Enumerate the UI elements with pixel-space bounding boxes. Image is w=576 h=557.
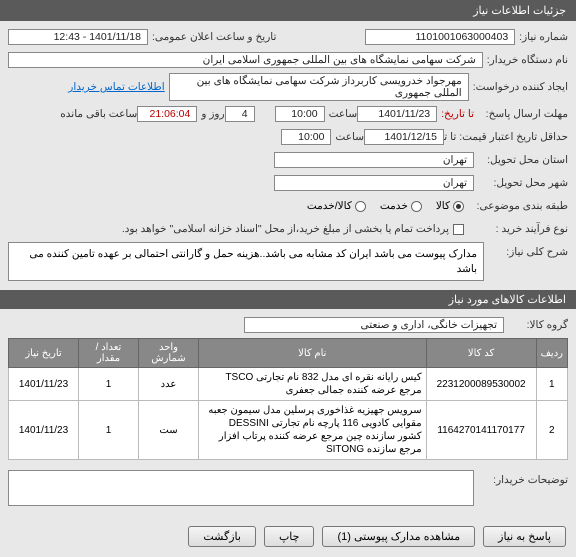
lbl-group: گروه کالا: <box>508 319 568 331</box>
val-requester: مهرجواد خدرویسی کاربرداز شرکت سهامی نمای… <box>169 73 469 101</box>
radio-service[interactable]: خدمت <box>380 200 422 212</box>
print-button[interactable]: چاپ <box>264 526 315 547</box>
goods-table: ردیف کد کالا نام کالا واحد شمارش تعداد /… <box>8 338 568 460</box>
val-valid-date: 1401/12/15 <box>364 129 444 145</box>
val-days-left: 4 <box>225 106 255 122</box>
th-row: ردیف <box>536 339 567 368</box>
val-valid-time: 10:00 <box>281 129 331 145</box>
lbl-buytype: نوع فرآیند خرید : <box>468 223 568 235</box>
lbl-valid: حداقل تاریخ اعتبار قیمت: تا تاریخ: <box>448 131 568 143</box>
panel-title: جزئیات اطلاعات نیاز <box>473 5 566 17</box>
val-time-left: 21:06:04 <box>137 106 197 122</box>
lbl-remain: ساعت باقی مانده <box>60 108 137 120</box>
chk-treasury[interactable] <box>453 224 464 235</box>
attachments-button[interactable]: مشاهده مدارک پیوستی (1) <box>322 526 475 547</box>
table-row: 1 2231200089530002 کیس رایانه نقره ای مد… <box>9 368 568 401</box>
lbl-dayand: روز و <box>201 108 224 120</box>
lbl-prov: استان محل تحویل: <box>478 154 568 166</box>
reply-button[interactable]: پاسخ به نیاز <box>483 526 566 547</box>
lbl-cat: طبقه بندی موضوعی: <box>468 200 568 212</box>
th-code: کد کالا <box>426 339 536 368</box>
lbl-hour1: ساعت <box>329 108 358 120</box>
back-button[interactable]: بازگشت <box>188 526 256 547</box>
radio-goods[interactable]: کالا <box>436 200 464 212</box>
table-row: 2 1164270141170177 سرویس جهیزیه غذاخوری … <box>9 401 568 460</box>
category-radios: کالا خدمت کالا/خدمت <box>307 200 464 212</box>
val-deadline-time: 10:00 <box>275 106 325 122</box>
panel-header: جزئیات اطلاعات نیاز <box>0 0 576 21</box>
th-date: تاریخ نیاز <box>9 339 79 368</box>
radio-both[interactable]: کالا/خدمت <box>307 200 366 212</box>
val-need-no: 1101001063000403 <box>365 29 515 45</box>
lbl-need-no: شماره نیاز: <box>519 31 568 43</box>
val-desc: مدارک پیوست می باشد ایران کد مشابه می با… <box>8 242 484 281</box>
section-goods-title: اطلاعات کالاهای مورد نیاز <box>0 290 576 309</box>
val-pub-date: 1401/11/18 - 12:43 <box>8 29 148 45</box>
lbl-remarks: توضیحات خریدار: <box>478 470 568 486</box>
th-qty: تعداد / مقدار <box>79 339 139 368</box>
link-contact[interactable]: اطلاعات تماس خریدار <box>68 81 164 93</box>
th-unit: واحد شمارش <box>139 339 199 368</box>
buyer-remarks-box <box>8 470 474 506</box>
val-buyer: شرکت سهامی نمایشگاه های بین المللی جمهور… <box>8 52 483 68</box>
lbl-deadline: مهلت ارسال پاسخ: <box>478 108 568 120</box>
form-area: شماره نیاز: 1101001063000403 تاریخ و ساع… <box>0 21 576 290</box>
pay-note: پرداخت تمام یا بخشی از مبلغ خرید،از محل … <box>122 223 449 235</box>
val-deadline-date: 1401/11/23 <box>357 106 437 122</box>
th-name: نام کالا <box>199 339 427 368</box>
footer-buttons: پاسخ به نیاز مشاهده مدارک پیوستی (1) چاپ… <box>0 516 576 557</box>
lbl-hour2: ساعت <box>335 131 364 143</box>
lbl-desc: شرح کلی نیاز: <box>488 242 568 258</box>
val-city: تهران <box>274 175 474 191</box>
lbl-city: شهر محل تحویل: <box>478 177 568 189</box>
val-group: تجهیزات خانگی، اداری و صنعتی <box>244 317 504 333</box>
lbl-requester: ایجاد کننده درخواست: <box>473 81 568 93</box>
val-prov: تهران <box>274 152 474 168</box>
lbl-pub-date: تاریخ و ساعت اعلان عمومی: <box>152 31 276 43</box>
lbl-buyer: نام دستگاه خریدار: <box>487 54 568 66</box>
